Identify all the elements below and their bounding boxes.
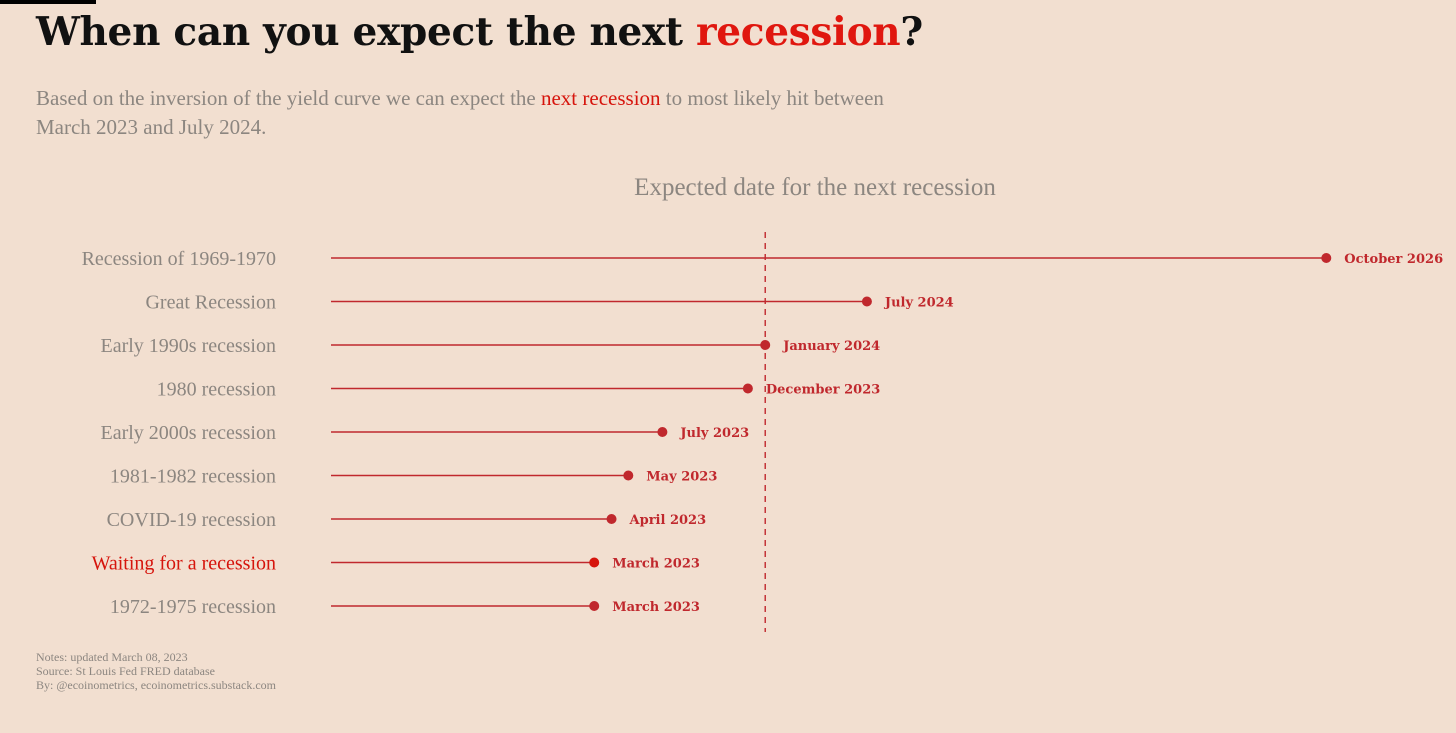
chart-row: Waiting for a recession March 2023 xyxy=(92,553,700,575)
lollipop-dot xyxy=(760,340,771,350)
rows-layer: Recession of 1969-1970 October 2026 Great … xyxy=(82,248,1444,618)
subtitle-end: to most likely hit between March 2023 an… xyxy=(36,86,884,139)
chart-row: Early 1990s recession January 2024 xyxy=(100,335,880,357)
category-label: Early 2000s recession xyxy=(100,422,276,444)
value-label: July 2023 xyxy=(679,426,749,441)
category-label: Recession of 1969-1970 xyxy=(82,248,276,270)
notes-source: Source: St Louis Fed FRED database xyxy=(36,664,215,678)
subtitle: Based on the inversion of the yield curv… xyxy=(36,84,916,142)
lollipop-dot xyxy=(861,296,872,307)
chart-row: COVID-19 recession April 2023 xyxy=(107,509,707,531)
value-label: April 2023 xyxy=(629,513,707,528)
category-label: COVID-19 recession xyxy=(107,509,276,531)
lollipop-dot xyxy=(657,427,668,437)
value-label: March 2023 xyxy=(612,600,700,615)
page-title: When can you expect the next recession? xyxy=(36,6,923,58)
chart-row: 1972-1975 recession March 2023 xyxy=(110,596,700,618)
top-accent-bar xyxy=(0,0,96,4)
title-end: ? xyxy=(900,9,923,55)
title-text: When can you expect the next xyxy=(36,9,697,55)
value-label: July 2024 xyxy=(884,296,954,311)
value-label: October 2026 xyxy=(1344,252,1443,267)
lollipop-dot xyxy=(606,514,617,524)
chart-title: Expected date for the next recession xyxy=(634,174,996,201)
chart-row: Great Recession July 2024 xyxy=(145,292,953,314)
chart-row: 1981-1982 recession May 2023 xyxy=(110,466,717,488)
category-label: Great Recession xyxy=(145,292,276,314)
subtitle-text: Based on the inversion of the yield curv… xyxy=(36,86,541,110)
category-label: 1981-1982 recession xyxy=(110,466,276,488)
value-label: March 2023 xyxy=(612,557,700,572)
category-label: 1972-1975 recession xyxy=(110,596,276,618)
lollipop-dot xyxy=(589,601,600,611)
lollipop-dot xyxy=(742,383,753,394)
chart-row: Recession of 1969-1970 October 2026 xyxy=(82,248,1444,270)
subtitle-highlight: next recession xyxy=(540,86,661,110)
notes-byline: By: @ecoinometrics, ecoinometrics.substa… xyxy=(36,678,276,692)
value-label: December 2023 xyxy=(766,383,880,398)
value-label: January 2024 xyxy=(782,339,880,354)
lollipop-dot xyxy=(623,470,634,481)
chart-row: Early 2000s recession July 2023 xyxy=(100,422,749,444)
title-highlight: recession xyxy=(696,9,901,55)
category-label: Waiting for a recession xyxy=(92,553,276,575)
value-label: May 2023 xyxy=(646,470,717,485)
notes-updated: Notes: updated March 08, 2023 xyxy=(36,650,188,664)
notes: Notes: updated March 08, 2023 Source: St… xyxy=(36,650,276,692)
category-label: Early 1990s recession xyxy=(100,335,276,357)
lollipop-dot xyxy=(1321,253,1332,263)
lollipop-dot xyxy=(589,557,600,568)
chart-row: 1980 recession December 2023 xyxy=(157,379,881,401)
category-label: 1980 recession xyxy=(157,379,276,401)
